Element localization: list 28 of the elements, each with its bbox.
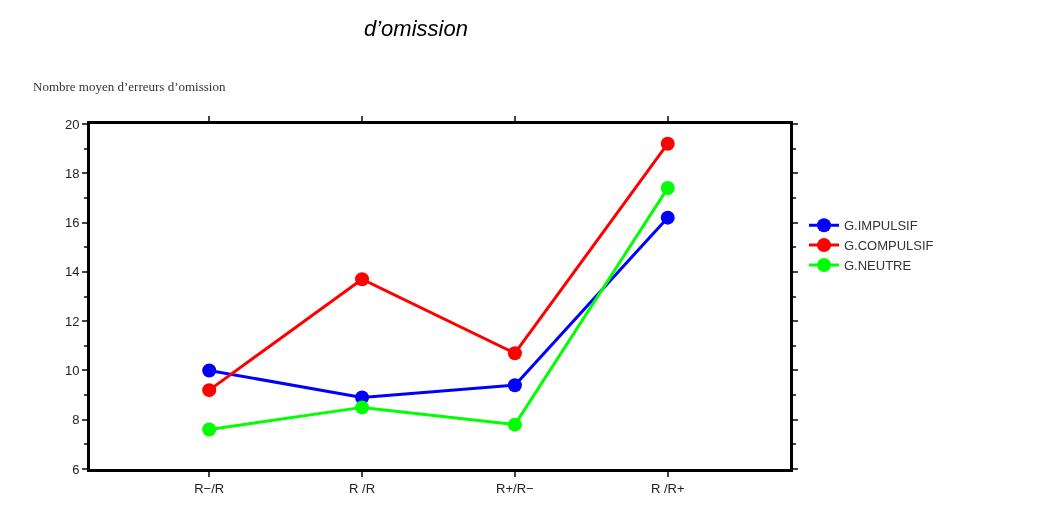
x-tick-label: R+/R− [496, 480, 534, 496]
point [660, 210, 675, 225]
x-tick-label: R /R+ [650, 480, 685, 496]
point [202, 422, 217, 437]
y-tick-label: 20 [64, 116, 80, 132]
y-axis-title: Nombre moyen d’erreurs d’omission [33, 79, 226, 94]
x-tick-label: R /R [349, 480, 376, 496]
point [660, 136, 675, 151]
legend-label: G.COMPULSIF [844, 238, 934, 254]
legend-label: G.NEUTRE [844, 258, 912, 274]
point [507, 346, 522, 361]
y-tick-label: 14 [64, 264, 80, 280]
y-tick-label: 16 [64, 215, 80, 231]
point [507, 378, 522, 393]
point [355, 400, 370, 415]
y-tick-label: 10 [64, 362, 80, 378]
y-tick-label: 8 [72, 412, 80, 428]
point [202, 383, 217, 398]
point [660, 181, 675, 196]
point [202, 363, 217, 378]
point [355, 272, 370, 287]
y-tick-label: 12 [64, 313, 80, 329]
y-tick-label: 18 [64, 165, 80, 181]
y-tick-label: 6 [72, 461, 80, 477]
chart-title: d’omission [363, 15, 468, 41]
legend-label: G.IMPULSIF [844, 218, 918, 234]
x-tick-label: R−/R [194, 480, 225, 496]
point [507, 417, 522, 432]
